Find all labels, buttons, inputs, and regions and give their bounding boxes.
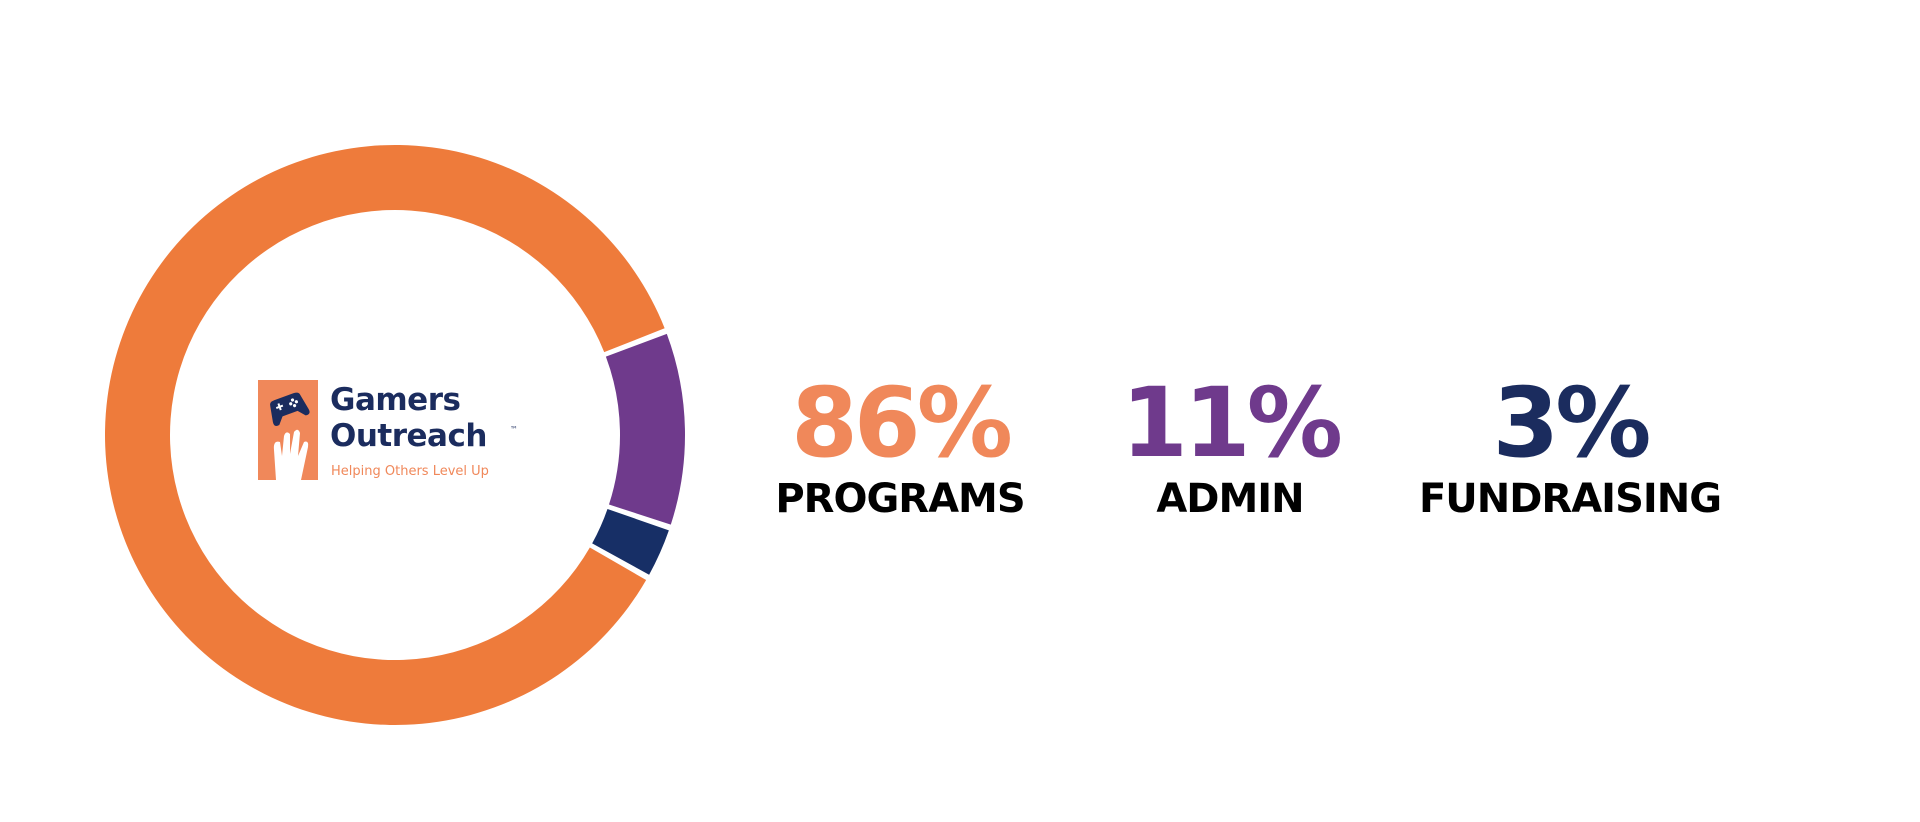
- stat-fundraising: 3% FUNDRAISING: [1400, 368, 1740, 522]
- stat-programs-label: PROGRAMS: [775, 476, 1025, 522]
- logo-badge: [258, 380, 318, 480]
- stat-fundraising-label: FUNDRAISING: [1418, 476, 1722, 522]
- stat-programs: 86% PROGRAMS: [760, 368, 1040, 522]
- hand-icon: [273, 429, 309, 480]
- gamers-outreach-logo: Gamers Outreach ™ Helping Others Level U…: [258, 380, 538, 482]
- logo-name-line1: Gamers: [330, 382, 461, 418]
- logo-name-line2: Outreach: [330, 418, 487, 454]
- stat-fundraising-value: 3%: [1492, 367, 1652, 479]
- stat-admin-label: ADMIN: [1156, 476, 1304, 522]
- donut-slice-fundraising: [592, 508, 669, 575]
- donut-slice-admin: [605, 333, 685, 525]
- logo-tagline: Helping Others Level Up: [331, 464, 489, 479]
- donut-chart: [104, 144, 685, 725]
- logo-trademark: ™: [510, 425, 518, 434]
- stat-admin-value: 11%: [1121, 367, 1343, 479]
- stat-programs-value: 86%: [791, 367, 1013, 479]
- stat-admin: 11% ADMIN: [1090, 368, 1370, 522]
- game-controller-icon: [269, 392, 310, 426]
- logo-name: Gamers Outreach: [330, 382, 487, 454]
